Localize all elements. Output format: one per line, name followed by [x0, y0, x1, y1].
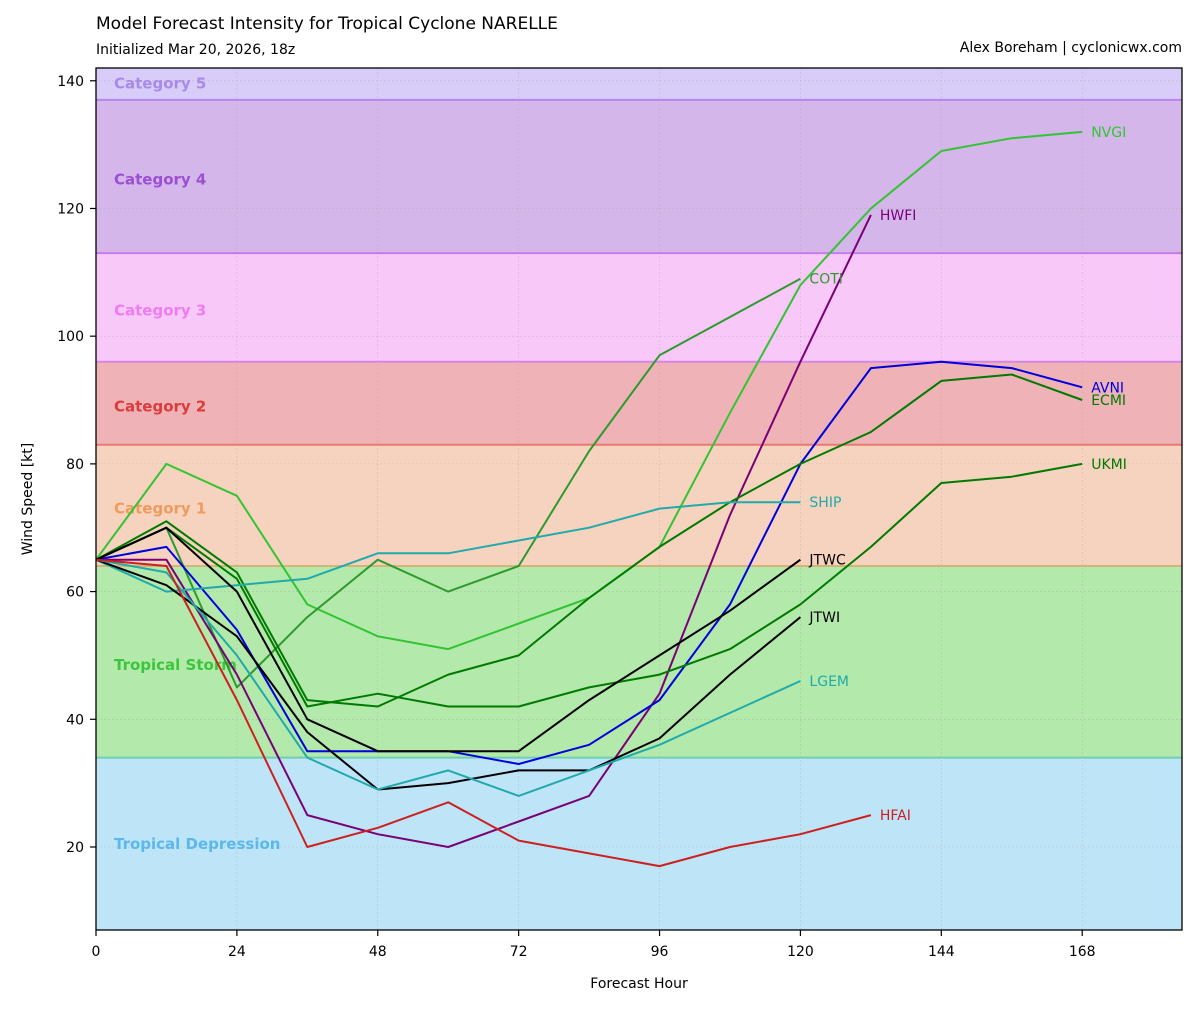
series-line-avni [95, 360, 1083, 765]
x-tick-label-120: 120 [787, 944, 814, 960]
y-tick-label-80: 80 [66, 457, 84, 473]
category-label-category-2: Category 2 [114, 397, 206, 415]
x-tick-label-96: 96 [651, 944, 669, 960]
series-label-nvgi: NVGI [1091, 125, 1126, 141]
category-label-category-5: Category 5 [114, 74, 206, 92]
y-tick-label-60: 60 [66, 585, 84, 601]
category-label-category-3: Category 3 [114, 302, 206, 320]
band-tropical-depression [96, 757, 1182, 930]
category-labels: Tropical Depression Tropical Storm Categor… [114, 74, 280, 852]
series-label-coti: COTI [809, 272, 842, 288]
series-line-coti [95, 277, 801, 689]
series-line-jtwi [95, 558, 802, 791]
series-line-lgem [95, 558, 801, 797]
series-label-jtwi: JTWI [808, 610, 840, 626]
x-axis-label: Forecast Hour [590, 976, 688, 992]
series-label-hwfi: HWFI [880, 208, 917, 224]
y-tick-label-40: 40 [66, 712, 84, 728]
y-tick-label-140: 140 [57, 74, 84, 90]
x-tick-label-0: 0 [92, 944, 101, 960]
band-category-5 [96, 68, 1182, 100]
series-label-ship: SHIP [809, 495, 841, 511]
band-tropical-storm [96, 566, 1182, 758]
grid-lines [95, 68, 1182, 930]
series-label-jtwc: JTWC [808, 553, 846, 569]
x-tick-label-48: 48 [369, 944, 387, 960]
axes: 0 24 48 72 96 120 144 168 20 40 60 80 100 120 140 Forec… [20, 67, 1183, 992]
y-tick-label-20: 20 [66, 840, 84, 856]
band-category-4 [96, 99, 1182, 254]
chart-credit: Alex Boreham | cyclonicwx.com [959, 40, 1182, 56]
series-line-ecmi [95, 373, 1083, 708]
series-label-hfai: HFAI [880, 808, 911, 824]
y-tick-label-120: 120 [57, 201, 84, 217]
x-tick-label-168: 168 [1069, 944, 1096, 960]
series-line-hwfi [96, 214, 872, 848]
y-tick-label-100: 100 [57, 329, 84, 345]
series-label-ecmi: ECMI [1091, 393, 1126, 409]
x-tick-label-144: 144 [928, 944, 955, 960]
chart-subtitle: Initialized Mar 20, 2026, 18z [96, 42, 296, 58]
category-boundaries [96, 98, 1182, 759]
x-tick-label-24: 24 [228, 944, 246, 960]
series-lines [95, 130, 1083, 868]
series-line-hfai [95, 558, 872, 868]
series-line-ukmi [95, 462, 1083, 708]
series-label-ukmi: UKMI [1091, 457, 1127, 473]
chart-title: Model Forecast Intensity for Tropical Cy… [96, 14, 558, 34]
category-label-tropical-storm: Tropical Storm [114, 656, 237, 674]
band-category-1 [96, 444, 1182, 567]
band-category-2 [96, 361, 1182, 445]
category-label-tropical-depression: Tropical Depression [114, 835, 280, 853]
plot-frame [95, 67, 1183, 931]
y-axis-label: Wind Speed [kt] [20, 443, 36, 556]
series-line-ship [95, 501, 801, 593]
series-label-lgem: LGEM [809, 674, 849, 690]
series-line-jtwc [95, 526, 801, 753]
category-bands [96, 68, 1182, 930]
x-tick-label-72: 72 [510, 944, 528, 960]
series-label-avni: AVNI [1091, 380, 1124, 396]
category-label-category-4: Category 4 [114, 171, 206, 189]
band-category-3 [96, 253, 1182, 362]
